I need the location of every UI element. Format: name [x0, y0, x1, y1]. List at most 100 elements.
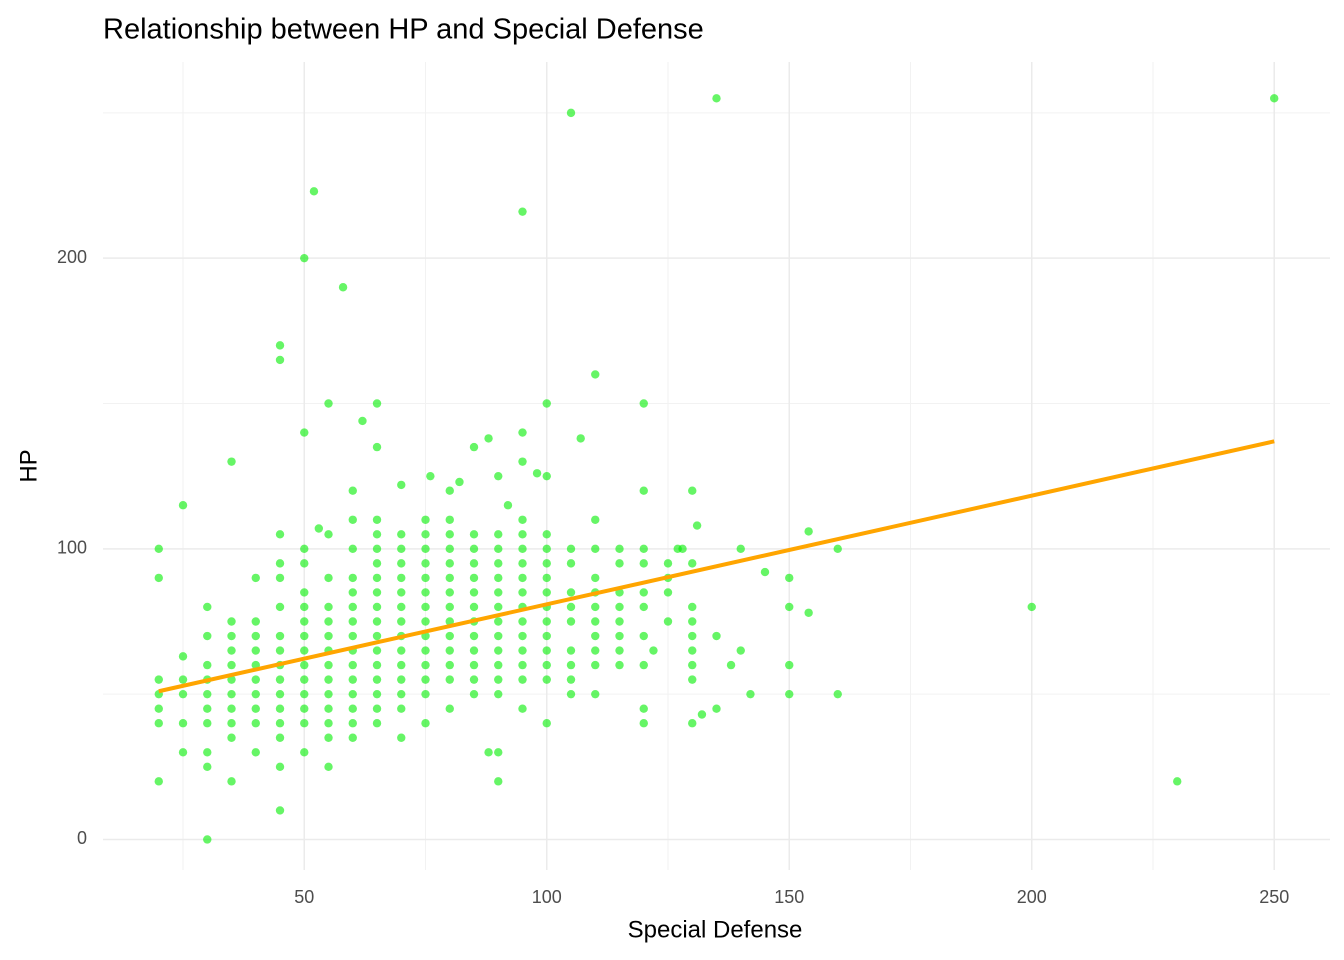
point	[688, 660, 697, 670]
point	[736, 544, 745, 554]
point	[542, 471, 551, 481]
point	[372, 559, 382, 568]
point	[324, 530, 333, 539]
point	[542, 530, 551, 539]
point	[154, 704, 163, 713]
point	[469, 646, 479, 655]
point	[746, 689, 755, 699]
point	[688, 602, 697, 612]
point	[445, 530, 454, 539]
point	[338, 283, 348, 292]
point	[372, 515, 382, 524]
point	[203, 602, 212, 612]
point	[324, 704, 333, 713]
point	[372, 530, 382, 539]
point	[227, 689, 236, 699]
point	[178, 652, 188, 661]
point	[348, 515, 357, 524]
point	[178, 689, 188, 699]
point	[203, 762, 212, 772]
point	[785, 689, 794, 699]
point	[275, 675, 285, 684]
point	[203, 631, 212, 641]
point	[314, 524, 324, 533]
point	[372, 660, 382, 670]
point	[421, 675, 430, 684]
point	[518, 573, 527, 583]
x-tick-label: 250	[1259, 887, 1289, 907]
point	[203, 748, 212, 757]
point	[833, 544, 842, 554]
point	[494, 777, 503, 786]
point	[275, 355, 285, 365]
point	[300, 428, 309, 437]
point	[421, 573, 430, 583]
point	[688, 646, 697, 655]
point	[227, 675, 236, 684]
point	[348, 704, 357, 713]
point	[804, 608, 813, 617]
point	[445, 544, 454, 554]
point	[663, 588, 673, 597]
point	[712, 631, 721, 641]
point	[542, 573, 551, 583]
point	[663, 559, 673, 568]
point	[251, 748, 260, 757]
point	[397, 602, 406, 612]
point	[275, 559, 285, 568]
point	[566, 689, 576, 699]
point	[275, 733, 285, 742]
point	[300, 559, 309, 568]
point	[469, 588, 479, 597]
point	[372, 719, 382, 728]
point	[445, 675, 454, 684]
point	[275, 719, 285, 728]
point	[542, 544, 551, 554]
point	[542, 588, 551, 597]
point	[348, 588, 357, 597]
point	[591, 370, 600, 379]
point	[372, 617, 382, 626]
point	[203, 835, 212, 844]
point	[688, 559, 697, 568]
point	[639, 631, 648, 641]
point	[178, 719, 188, 728]
point	[494, 471, 503, 481]
y-tick-label: 200	[57, 247, 87, 267]
point	[518, 704, 527, 713]
point	[227, 646, 236, 655]
point	[372, 704, 382, 713]
point	[397, 480, 406, 490]
point	[615, 617, 624, 626]
point	[300, 253, 309, 263]
point	[300, 617, 309, 626]
point	[736, 646, 745, 655]
point	[494, 748, 503, 757]
point	[227, 617, 236, 626]
point	[542, 631, 551, 641]
point	[397, 646, 406, 655]
point	[178, 748, 188, 757]
point	[518, 646, 527, 655]
point	[275, 762, 285, 772]
point	[615, 660, 624, 670]
point	[324, 602, 333, 612]
point	[518, 675, 527, 684]
point	[804, 527, 813, 536]
point	[591, 602, 600, 612]
point	[421, 646, 430, 655]
point	[445, 515, 454, 524]
point	[421, 689, 430, 699]
point	[542, 559, 551, 568]
point	[518, 428, 527, 437]
point	[154, 777, 163, 786]
point	[445, 660, 454, 670]
point	[615, 544, 624, 554]
point	[397, 559, 406, 568]
point	[639, 719, 648, 728]
point	[178, 675, 188, 684]
point	[348, 631, 357, 641]
point	[503, 501, 513, 510]
point	[300, 544, 309, 554]
point	[300, 602, 309, 612]
